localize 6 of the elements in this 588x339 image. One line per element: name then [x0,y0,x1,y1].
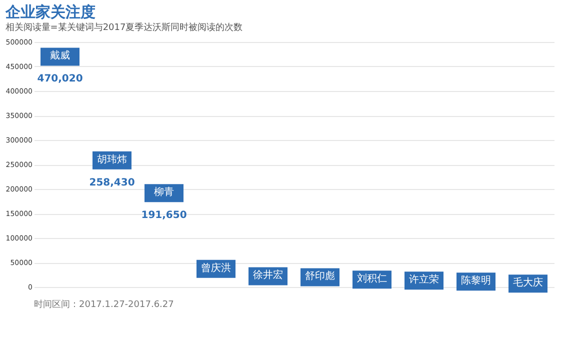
data-label: 470,020 [37,74,83,85]
text: 时间区间：2017.1.27-2017.6.27 [34,299,174,310]
chart-title: 企业家关注度 [4,3,96,21]
data-label: 258,430 [89,177,135,188]
data-label: 191,650 [141,210,187,222]
chart-subtitle: 相关阅读量=某关键词与2017夏季达沃斯同时被阅读的次数 [5,22,243,33]
